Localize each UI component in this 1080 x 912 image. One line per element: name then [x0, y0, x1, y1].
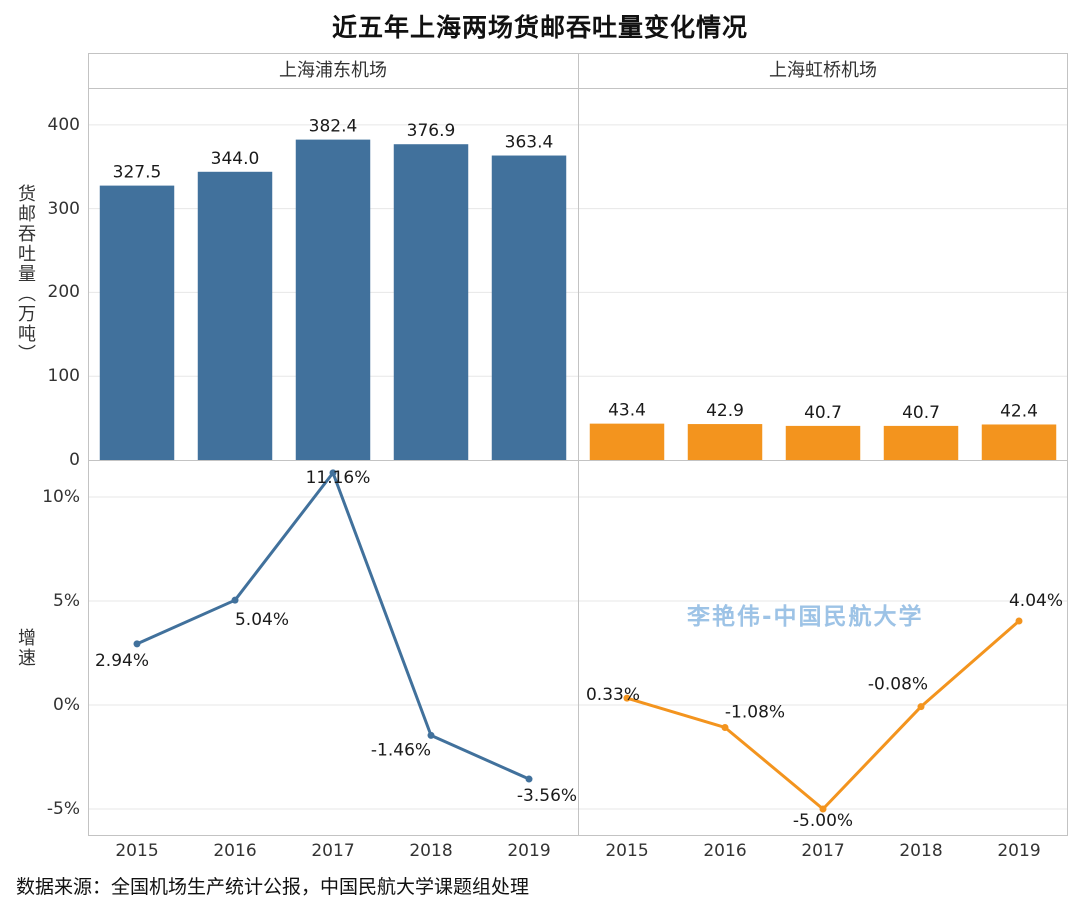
pudong-growth-svg: 2.94% 5.04% 11.16% -1.46% -3.56% — [88, 468, 578, 810]
frame-line-left — [88, 53, 89, 835]
bar — [687, 424, 763, 460]
bar — [295, 139, 371, 460]
y-axis-title-growth: 增速 — [15, 627, 36, 668]
bar-value-label: 40.7 — [902, 403, 940, 423]
y-tick-label: -5% — [46, 799, 80, 819]
x-tick-label: 2018 — [409, 841, 453, 861]
frame-line-separator — [578, 53, 579, 835]
data-point — [721, 723, 729, 731]
bar-value-label: 43.4 — [608, 401, 646, 421]
point-value-label: -1.08% — [725, 702, 785, 722]
point-value-label: -3.56% — [517, 786, 577, 806]
bar-value-label: 382.4 — [309, 117, 358, 137]
x-tick-label: 2016 — [213, 841, 257, 861]
bar-value-label: 344.0 — [211, 149, 260, 169]
x-axis-pudong: 2015 2016 2017 2018 2019 — [88, 841, 578, 865]
data-point — [427, 731, 435, 739]
bar-value-label: 376.9 — [407, 121, 456, 141]
bar — [981, 424, 1057, 460]
facet-header-hongqiao: 上海虹桥机场 — [769, 60, 877, 81]
panel-pudong-growth: 2.94% 5.04% 11.16% -1.46% -3.56% — [88, 460, 578, 835]
frame-line-bottom — [88, 835, 1068, 836]
point-value-label: -0.08% — [868, 675, 928, 695]
data-point — [329, 469, 337, 477]
chart-title: 近五年上海两场货邮吞吐量变化情况 — [331, 13, 748, 42]
bar-value-label: 40.7 — [804, 403, 842, 423]
y-tick-label: 100 — [47, 366, 80, 387]
data-point — [525, 775, 533, 783]
x-tick-label: 2015 — [605, 841, 649, 861]
y-axis-ticks-top: 0 100 200 300 400 — [0, 88, 80, 470]
bar — [197, 171, 273, 460]
y-tick-label: 400 — [47, 114, 80, 135]
y-tick-label: 0 — [69, 450, 80, 470]
data-point — [1015, 617, 1023, 625]
y-axis-ticks-bottom: -5% 0% 5% 10% — [0, 460, 80, 835]
point-value-label: 4.04% — [1009, 591, 1063, 611]
bar-value-label: 42.9 — [706, 401, 744, 421]
panel-hongqiao-growth: 0.33% -1.08% -5.00% -0.08% 4.04% — [578, 460, 1068, 835]
y-axis-title-throughput: 货邮吞吐量（万吨） — [15, 184, 36, 364]
bar — [393, 144, 469, 460]
facet-header-pudong: 上海浦东机场 — [279, 60, 387, 81]
x-tick-label: 2018 — [899, 841, 943, 861]
x-tick-label: 2016 — [703, 841, 747, 861]
x-tick-label: 2019 — [997, 841, 1041, 861]
bar — [883, 425, 959, 460]
bar — [589, 423, 665, 460]
x-axis-hongqiao: 2015 2016 2017 2018 2019 — [578, 841, 1068, 865]
point-value-label: 2.94% — [95, 651, 149, 671]
panel-hongqiao-throughput: 43.4 42.9 40.7 40.7 42.4 — [578, 88, 1068, 460]
y-tick-label: 300 — [47, 198, 80, 219]
bar — [491, 155, 567, 460]
x-tick-label: 2017 — [801, 841, 845, 861]
trend-line — [135, 471, 531, 781]
data-point — [133, 640, 141, 648]
point-value-label: 11.16% — [306, 468, 371, 488]
bar-value-label: 42.4 — [1000, 401, 1038, 421]
data-point — [917, 703, 925, 711]
point-value-label: -5.00% — [793, 811, 853, 831]
x-tick-label: 2017 — [311, 841, 355, 861]
data-point — [231, 596, 239, 604]
hongqiao-throughput-svg: 43.4 42.9 40.7 40.7 42.4 — [578, 124, 1068, 460]
point-value-label: 0.33% — [586, 685, 640, 705]
data-point — [819, 805, 827, 813]
bar — [785, 425, 861, 460]
data-source: 数据来源：全国机场生产统计公报，中国民航大学课题组处理 — [16, 876, 530, 898]
y-tick-label: 10% — [42, 487, 80, 508]
x-tick-label: 2019 — [507, 841, 551, 861]
y-tick-label: 200 — [47, 282, 80, 303]
x-tick-label: 2015 — [115, 841, 159, 861]
pudong-throughput-svg: 327.5 344.0 382.4 376.9 363.4 — [88, 117, 578, 461]
hongqiao-growth-svg: 0.33% -1.08% -5.00% -0.08% 4.04% — [578, 496, 1068, 831]
bar-value-label: 327.5 — [113, 163, 162, 183]
point-value-label: -1.46% — [371, 740, 431, 760]
bar-value-label: 363.4 — [505, 133, 554, 153]
trend-line — [625, 619, 1021, 811]
frame-line-right — [1067, 53, 1068, 835]
panel-pudong-throughput: 327.5 344.0 382.4 376.9 363.4 — [88, 88, 578, 461]
point-value-label: 5.04% — [235, 610, 289, 630]
y-tick-label: 0% — [53, 695, 80, 715]
watermark: 李艳伟-中国民航大学 — [687, 604, 924, 630]
y-tick-label: 5% — [53, 591, 80, 611]
bar — [99, 185, 175, 461]
data-point — [623, 694, 631, 702]
